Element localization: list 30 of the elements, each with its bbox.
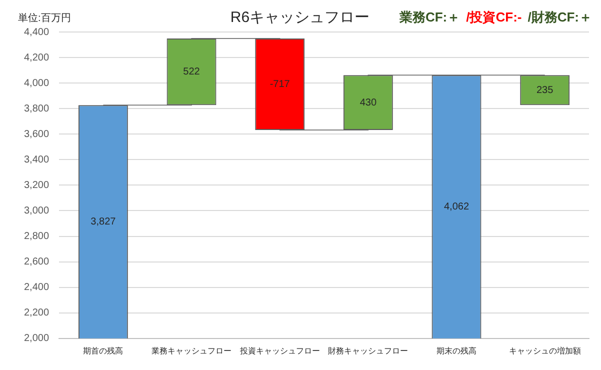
text: /投資CF:- xyxy=(466,10,522,25)
y-tick-label: 4,200 xyxy=(24,52,50,64)
x-tick-label: キャッシュの増加額 xyxy=(508,346,581,356)
text: /財務CF:＋ xyxy=(528,10,592,25)
data-label: -717 xyxy=(270,79,290,90)
data-label: 4,062 xyxy=(444,202,470,213)
y-tick-label: 2,000 xyxy=(24,333,50,344)
y-tick-label: 4,400 xyxy=(24,26,50,38)
y-tick-label: 2,400 xyxy=(24,282,50,294)
y-tick-label: 3,400 xyxy=(24,154,50,166)
y-tick-label: 3,200 xyxy=(24,180,50,191)
text: 業務CF:＋ xyxy=(398,10,460,25)
data-label: 430 xyxy=(360,97,377,108)
x-tick-label: 期末の残高 xyxy=(436,346,477,356)
y-tick-label: 2,200 xyxy=(24,308,50,319)
y-tick-label: 3,800 xyxy=(24,103,50,114)
data-label: 3,827 xyxy=(90,216,116,228)
y-tick-label: 3,600 xyxy=(24,128,50,140)
x-tick-label: 業務キャッシュフロー xyxy=(152,346,232,356)
y-tick-label: 4,000 xyxy=(24,78,50,89)
y-tick-label: 2,800 xyxy=(24,231,50,242)
data-label: 522 xyxy=(183,66,200,78)
y-axis-title: 単位:百万円 xyxy=(18,12,71,24)
x-tick-label: 財務キャッシュフロー xyxy=(328,346,408,356)
x-tick-label: 期首の残高 xyxy=(83,346,124,356)
x-tick-label: 投資キャッシュフロー xyxy=(238,346,320,356)
y-tick-label: 3,000 xyxy=(24,205,50,216)
data-label: 235 xyxy=(536,84,554,96)
chart-title: R6キャッシュフロー xyxy=(230,9,370,26)
y-tick-label: 2,600 xyxy=(24,256,50,268)
